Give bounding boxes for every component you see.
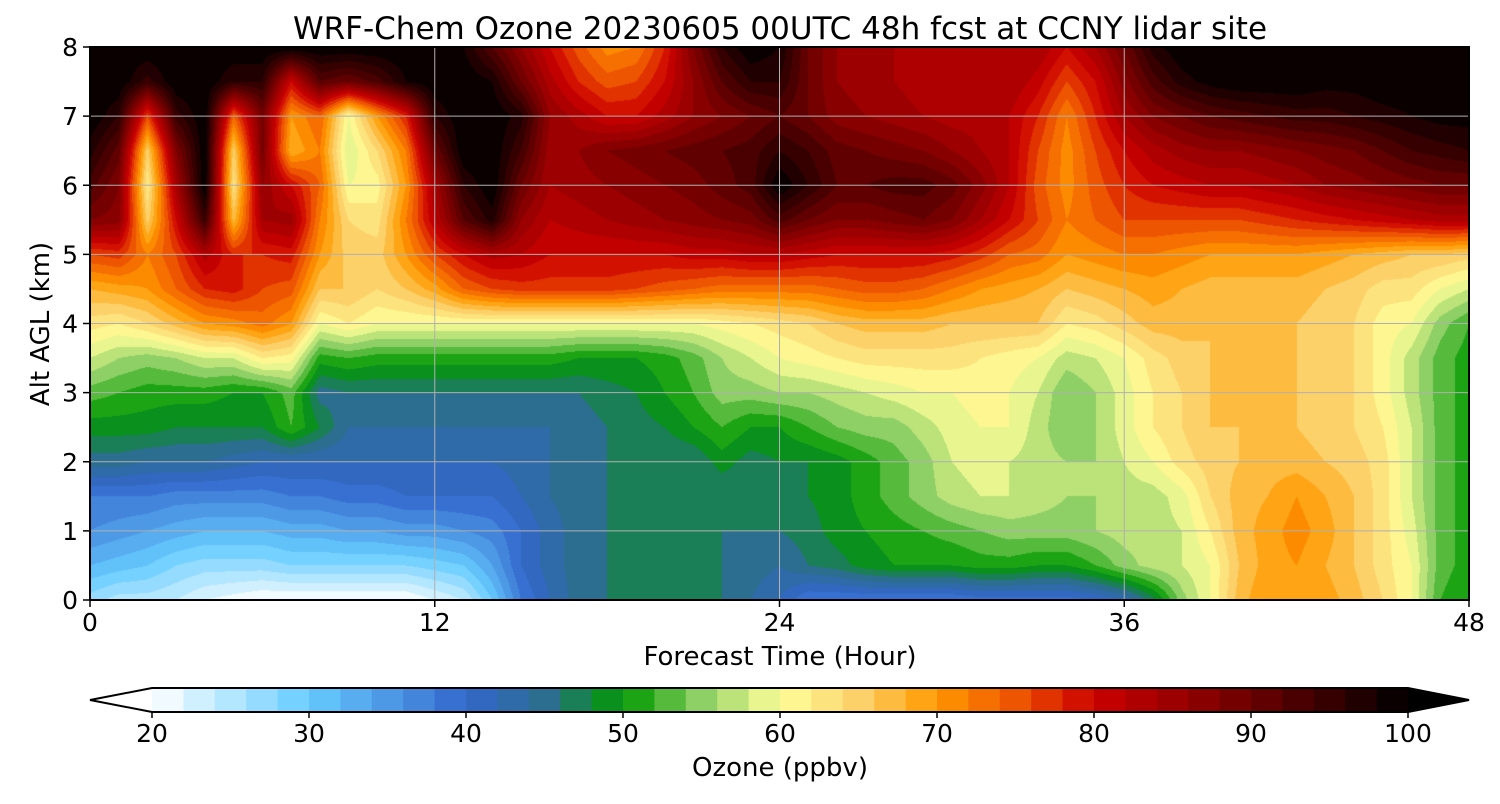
colorbar-tick-label: 50	[607, 719, 639, 748]
colorbar-extend-high	[1408, 688, 1469, 712]
y-tick-label: 4	[62, 310, 78, 339]
colorbar-tick-label: 60	[764, 719, 796, 748]
y-tick-label: 2	[62, 448, 78, 477]
colorbar-swatch	[403, 688, 436, 712]
colorbar-swatch	[623, 688, 655, 712]
colorbar: 20 30 40 50 60 70 80 90 100	[89, 687, 1470, 748]
colorbar-swatch	[528, 688, 561, 712]
colorbar-tick-label: 90	[1235, 719, 1267, 748]
colorbar-swatch	[780, 688, 812, 712]
x-tick-label: 24	[764, 608, 796, 637]
colorbar-swatch	[1125, 688, 1158, 712]
colorbar-swatch	[1219, 688, 1252, 712]
colorbar-swatch	[183, 688, 216, 712]
y-tick-label: 3	[62, 379, 78, 408]
colorbar-swatch	[1094, 688, 1126, 712]
x-tick-label: 36	[1108, 608, 1140, 637]
colorbar-tick-label: 100	[1384, 719, 1432, 748]
y-axis-label: Alt AGL (km)	[26, 242, 56, 406]
colorbar-swatch	[1313, 688, 1346, 712]
colorbar-tick-label: 80	[1078, 719, 1110, 748]
colorbar-extend-low	[90, 688, 152, 712]
colorbar-swatch	[874, 688, 907, 712]
x-tick-label: 48	[1453, 608, 1485, 637]
colorbar-swatch	[842, 688, 875, 712]
y-tick-label: 8	[62, 33, 78, 62]
colorbar-swatch	[497, 688, 530, 712]
colorbar-swatch	[1062, 688, 1095, 712]
colorbar-tick-label: 70	[921, 719, 953, 748]
colorbar-swatch	[1031, 688, 1064, 712]
colorbar-swatch	[685, 688, 718, 712]
colorbar-swatch	[654, 688, 687, 712]
y-tick-label: 6	[62, 171, 78, 200]
x-tick-label: 12	[419, 608, 451, 637]
x-axis-label: Forecast Time (Hour)	[643, 642, 916, 672]
colorbar-swatch	[434, 688, 467, 712]
colorbar-swatch	[1376, 688, 1409, 712]
colorbar-swatch	[466, 688, 498, 712]
colorbar-swatch	[277, 688, 310, 712]
colorbar-swatch	[560, 688, 593, 712]
colorbar-swatch	[371, 688, 404, 712]
y-tick-label: 1	[62, 517, 78, 546]
x-tick-label: 0	[82, 608, 98, 637]
colorbar-label: Ozone (ppbv)	[692, 753, 868, 783]
colorbar-swatch	[340, 688, 373, 712]
colorbar-swatch	[717, 688, 750, 712]
colorbar-tick-label: 30	[293, 719, 325, 748]
colorbar-swatch	[214, 688, 247, 712]
colorbar-swatch	[748, 688, 781, 712]
colorbar-tick-label: 20	[136, 719, 168, 748]
colorbar-swatch	[1188, 688, 1221, 712]
y-tick-label: 0	[62, 586, 78, 615]
colorbar-swatch	[1282, 688, 1315, 712]
colorbar-swatch	[999, 688, 1032, 712]
colorbar-swatch	[246, 688, 279, 712]
colorbar-swatch	[309, 688, 341, 712]
colorbar-tick-label: 40	[450, 719, 482, 748]
colorbar-swatch	[1345, 688, 1378, 712]
colorbar-swatch	[1251, 688, 1283, 712]
y-tick-label: 5	[62, 240, 78, 269]
y-tick-label: 7	[62, 102, 78, 131]
colorbar-swatch	[1156, 688, 1189, 712]
colorbar-swatch	[937, 688, 969, 712]
colorbar-swatch	[968, 688, 1001, 712]
colorbar-swatch	[905, 688, 938, 712]
chart-title: WRF-Chem Ozone 20230605 00UTC 48h fcst a…	[293, 11, 1267, 47]
colorbar-swatch	[811, 688, 844, 712]
colorbar-swatch	[152, 688, 184, 712]
colorbar-swatch	[591, 688, 624, 712]
